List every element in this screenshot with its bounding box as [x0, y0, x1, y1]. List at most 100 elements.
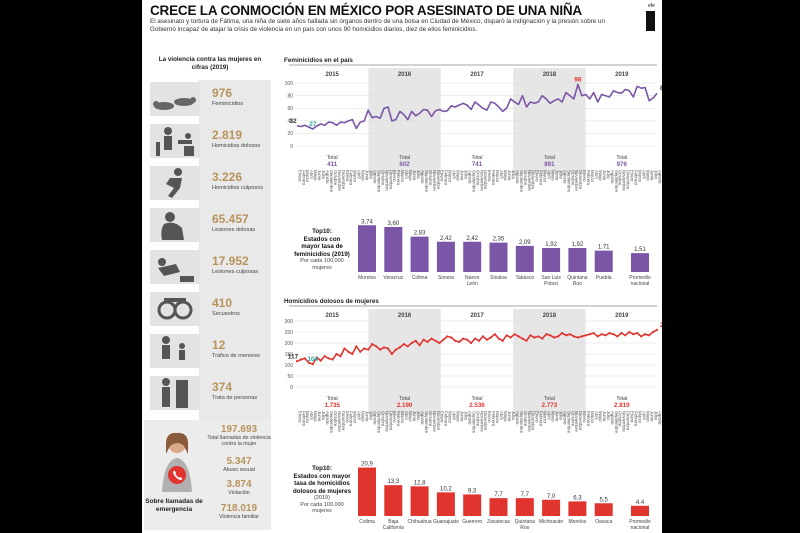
month-tick-label: Marzo — [353, 170, 358, 183]
data-point — [612, 333, 615, 336]
month-tick-label: Marzo — [590, 411, 595, 424]
point-annotation: 27 — [309, 121, 317, 128]
total-value: 2.819 — [614, 402, 630, 409]
y-tick-label: 250 — [285, 330, 294, 336]
bar-category-label: Chihuahua — [408, 519, 432, 525]
month-tick-label: Abril — [357, 411, 362, 420]
month-tick-label: Octubre — [428, 411, 433, 427]
data-point — [331, 358, 334, 361]
month-tick-label: Julio — [369, 170, 374, 179]
bar-value-label: 12,8 — [414, 480, 426, 486]
month-tick-label: Octubre — [333, 411, 338, 427]
month-tick-label: Marzo — [400, 170, 405, 183]
top10-homicides-heading: Top10: Estados con mayor tasa de homicidio… — [287, 465, 357, 495]
month-tick-label: Enero — [440, 170, 445, 182]
point-annotation: 260 — [660, 322, 662, 329]
data-point — [469, 341, 473, 345]
month-tick-label: Septiembre — [329, 170, 334, 193]
bar-value-label: 6,3 — [573, 495, 582, 501]
month-tick-label: Enero — [392, 411, 397, 423]
month-tick-label: Mayo — [645, 411, 650, 422]
month-tick-label: Abril — [547, 411, 552, 420]
data-point — [386, 347, 390, 350]
data-point — [655, 328, 659, 331]
bar-category-label: California — [383, 525, 404, 531]
data-point — [347, 350, 350, 353]
femicides-line-chart: 2015 2016 2017 2018 2019 0 20 40 60 80 100 32 27 98 84… — [285, 64, 662, 193]
data-point — [620, 332, 623, 335]
month-tick-label: Julio — [606, 411, 611, 420]
stat-value: 3.226 — [212, 170, 243, 184]
data-point — [501, 339, 504, 342]
data-point — [398, 346, 401, 349]
homicides-chart-title: Homicidios dolosos de mujeres — [284, 298, 379, 305]
month-tick-label: Abril — [547, 170, 552, 179]
data-point — [299, 358, 303, 361]
bar — [489, 498, 508, 516]
bar-value-label: 1,71 — [598, 245, 610, 251]
month-tick-label: Julio — [369, 411, 374, 420]
month-tick-label: Diciembre — [436, 411, 441, 431]
call-value: 197.693 — [220, 424, 258, 435]
data-point — [450, 336, 453, 339]
data-point — [430, 337, 433, 340]
month-tick-label: Septiembre — [614, 170, 619, 193]
month-tick-label: Noviembre — [622, 170, 627, 191]
month-tick-label: Octubre — [523, 170, 528, 186]
month-tick-label: Febrero — [539, 170, 544, 186]
point-annotation: 84 — [660, 85, 662, 92]
heading-line: dolosos de mujeres — [292, 487, 352, 495]
bar — [542, 499, 561, 516]
data-point — [477, 339, 481, 342]
data-point — [442, 338, 445, 341]
month-tick-label: Julio — [558, 170, 563, 179]
data-point — [466, 338, 469, 341]
data-point — [434, 339, 437, 342]
data-point — [568, 333, 572, 336]
data-point — [311, 363, 314, 366]
month-tick-label: Enero — [535, 411, 540, 423]
month-tick-label: Enero — [582, 411, 587, 423]
top10-homicides-subheading: (2019) Por cada 100.000 mujeres — [287, 495, 357, 515]
y-tick-label: 40 — [287, 119, 293, 125]
month-tick-label: Diciembre — [483, 170, 488, 190]
month-tick-label: Marzo — [590, 170, 595, 183]
y-tick-label: 150 — [285, 352, 294, 358]
month-tick-label: Julio — [511, 411, 516, 420]
heading-line: feminicidios (2019) — [294, 250, 350, 258]
month-tick-label: Diciembre — [388, 411, 393, 431]
month-tick-label: Mayo — [503, 170, 508, 181]
y-tick-label: 200 — [285, 341, 294, 347]
data-point — [426, 340, 429, 343]
bar-category-label: Sonora — [438, 275, 454, 281]
month-tick-label: Diciembre — [626, 411, 631, 431]
bar — [631, 505, 649, 516]
year-label: 2017 — [470, 313, 484, 319]
bar-category-label: Veracruz — [383, 275, 403, 281]
stat-label: Homicidios culposos — [212, 185, 263, 191]
data-point — [513, 333, 516, 336]
month-tick-label: Junio — [459, 170, 464, 181]
bar-category-label: Quintana — [567, 275, 588, 281]
bar-category-label: Nuevo — [465, 275, 480, 281]
month-tick-label: Junio — [412, 411, 417, 422]
agency-logo-text: efe — [648, 3, 655, 9]
accident-icon — [150, 250, 200, 284]
month-tick-label: Junio — [507, 170, 512, 181]
month-tick-label: Abril — [594, 170, 599, 179]
bar-category-label: Guanajuato — [433, 519, 459, 525]
top10-femicides-subheading: Por cada 100.000 mujeres — [287, 258, 357, 271]
month-tick-label: Julio — [463, 170, 468, 179]
month-tick-label: Septiembre — [424, 170, 429, 193]
bar — [594, 503, 613, 516]
month-tick-label: Agosto — [657, 170, 662, 184]
data-point — [632, 333, 635, 336]
bar — [358, 225, 376, 272]
total-label: Total — [616, 396, 627, 402]
data-point — [382, 346, 386, 349]
stat-value: 65.457 — [212, 212, 249, 226]
bar-category-label: Zacatecas — [487, 519, 511, 525]
data-point — [335, 352, 338, 356]
month-tick-label: Junio — [507, 411, 512, 422]
total-label: Total — [399, 155, 410, 161]
